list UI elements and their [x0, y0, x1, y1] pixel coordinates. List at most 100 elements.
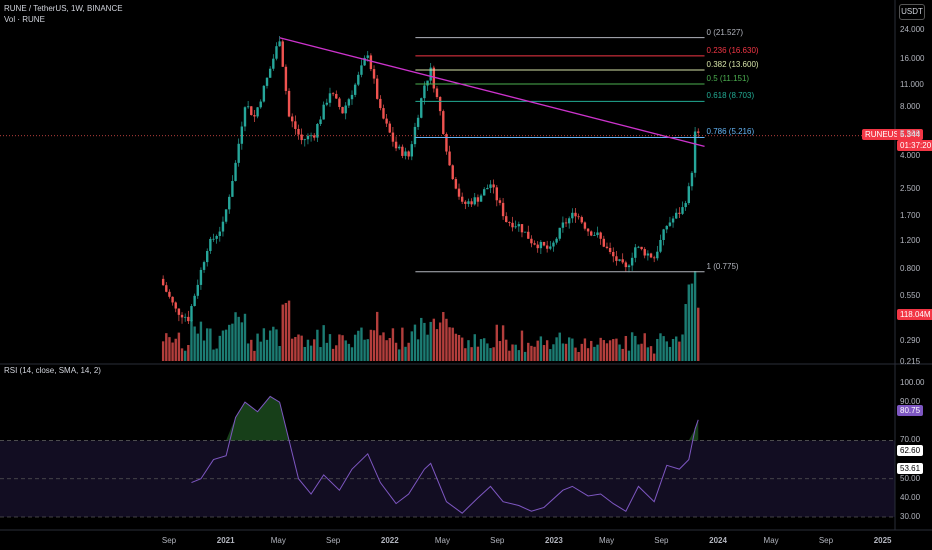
- candle-body: [652, 257, 656, 259]
- candle-body: [681, 207, 684, 214]
- candle-body: [527, 231, 530, 239]
- candle-body: [240, 126, 244, 144]
- volume-bar: [656, 338, 659, 361]
- volume-bar: [590, 340, 593, 361]
- candle-body: [621, 259, 624, 263]
- y-tick-label: 0.550: [900, 290, 921, 300]
- candle-body: [357, 74, 360, 85]
- candle-body: [369, 55, 373, 70]
- volume-bar: [498, 341, 502, 361]
- volume-bar: [479, 339, 483, 361]
- candle-body: [571, 212, 574, 219]
- volume-bar: [586, 348, 590, 361]
- candle-body: [530, 238, 533, 244]
- volume-bar: [678, 341, 681, 361]
- x-tick-label: 2023: [545, 536, 563, 545]
- candle-body: [382, 108, 385, 119]
- volume-bar: [435, 329, 439, 361]
- volume-bar: [218, 335, 222, 361]
- volume-bar: [552, 344, 555, 361]
- candle-body: [662, 229, 665, 240]
- volume-bar: [385, 340, 388, 361]
- candle-body: [583, 222, 587, 229]
- volume-bar: [344, 340, 347, 361]
- candle-body: [593, 235, 596, 236]
- volume-bar: [549, 349, 552, 361]
- volume-bar: [313, 339, 316, 361]
- candle-body: [171, 296, 174, 303]
- currency-button[interactable]: USDT: [899, 4, 925, 20]
- candle-body: [533, 243, 536, 245]
- volume-bar: [338, 334, 341, 361]
- volume-bar: [505, 339, 508, 361]
- volume-bar: [432, 318, 436, 361]
- candle-body: [265, 77, 269, 86]
- candle-body: [693, 131, 697, 173]
- candle-body: [300, 134, 303, 141]
- volume-bar: [294, 337, 297, 361]
- candle-body: [215, 235, 218, 239]
- volume-bar: [309, 345, 313, 361]
- volume-bar: [303, 346, 306, 361]
- fib-level-label: 0.786 (5.216): [706, 127, 755, 137]
- volume-bar: [372, 330, 376, 361]
- volume-bar: [193, 326, 196, 361]
- candle-body: [338, 98, 341, 107]
- candle-body: [495, 187, 498, 201]
- volume-bar: [630, 332, 634, 361]
- candle-body: [391, 132, 395, 142]
- candle-body: [272, 58, 275, 69]
- candle-body: [479, 195, 483, 202]
- volume-bar: [335, 345, 338, 361]
- x-tick-label: 2021: [216, 536, 235, 545]
- candle-body: [206, 250, 209, 263]
- candle-body: [483, 189, 486, 196]
- volume-bar: [486, 343, 489, 361]
- fib-level-label: 0.382 (13.600): [706, 59, 759, 69]
- candle-body: [161, 278, 165, 286]
- volume-bar: [388, 338, 391, 361]
- y-tick-label: 2.500: [900, 184, 921, 194]
- volume-bar: [404, 346, 407, 361]
- candle-body: [508, 221, 511, 223]
- volume-bar: [382, 332, 385, 361]
- candle-body: [221, 221, 225, 232]
- volume-bar: [366, 339, 369, 361]
- candle-body: [313, 135, 316, 138]
- volume-bar: [593, 346, 596, 361]
- volume-bar: [652, 353, 656, 361]
- candle-body: [505, 216, 508, 222]
- volume-bar: [627, 350, 631, 361]
- volume-bar: [675, 336, 678, 361]
- x-tick-label: 2025: [873, 536, 892, 545]
- candle-body: [347, 99, 351, 106]
- volume-bar: [621, 348, 624, 361]
- countdown-badge: 01:37:20: [897, 140, 932, 151]
- volume-bar: [322, 325, 325, 361]
- volume-bar: [202, 340, 206, 361]
- volume-bar: [231, 323, 234, 361]
- volume-bar: [243, 313, 247, 361]
- candle-body: [231, 180, 234, 197]
- volume-bar: [287, 300, 291, 361]
- candle-body: [567, 218, 571, 224]
- candle-body: [228, 196, 231, 210]
- candle-body: [202, 262, 206, 270]
- candle-body: [410, 144, 414, 157]
- candle-body: [432, 67, 436, 89]
- volume-bar: [291, 338, 294, 361]
- volume-bar: [265, 339, 269, 361]
- volume-bar: [190, 319, 193, 361]
- volume-bar: [567, 337, 571, 361]
- volume-bar: [429, 321, 432, 361]
- rsi-badge: 80.75: [897, 405, 924, 416]
- rsi-overbought-fill: [191, 396, 699, 441]
- candle-body: [168, 291, 171, 297]
- y-tick-label: 4.000: [900, 151, 921, 161]
- candle-body: [577, 216, 580, 218]
- volume-bar: [187, 345, 190, 361]
- rsi-badge-c: 53.61: [897, 463, 924, 474]
- volume-bar: [174, 338, 177, 361]
- volume-bar: [492, 347, 495, 361]
